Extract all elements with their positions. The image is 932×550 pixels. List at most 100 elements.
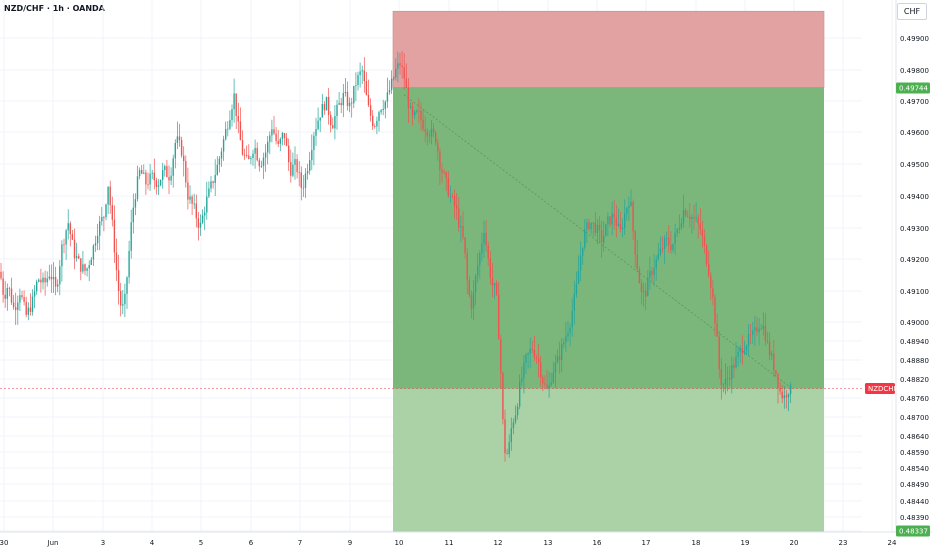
candle-body [27, 307, 29, 315]
candle-body [458, 208, 460, 228]
candle-body [403, 67, 405, 79]
candle-body [575, 283, 578, 295]
candle-body [579, 255, 582, 271]
candle-body [298, 172, 300, 173]
candle-body [718, 336, 720, 370]
candle-body [330, 115, 332, 126]
candle-body [300, 172, 302, 188]
candle-body [348, 102, 351, 107]
candle-body [376, 120, 378, 127]
candle-body [594, 222, 596, 233]
candle-body [456, 205, 458, 209]
x-tick-label: 13 [544, 539, 553, 547]
y-tick-label: 0.48640 [900, 433, 929, 441]
candle-body [502, 373, 504, 420]
candle-body [52, 277, 55, 280]
candle-body [701, 229, 704, 237]
candle-body [661, 248, 664, 250]
candle-body [506, 453, 508, 454]
lower-zone [393, 388, 824, 532]
candle-body [678, 227, 680, 230]
x-tick-label: 9 [348, 539, 352, 547]
candle-body [36, 281, 38, 292]
candle-body [485, 232, 487, 246]
candle-body [378, 112, 380, 121]
candle-body [731, 365, 733, 380]
candle-body [645, 290, 647, 297]
candle-body [214, 174, 216, 183]
candle-body [313, 135, 315, 151]
candle-body [141, 170, 143, 174]
candle-body [777, 373, 779, 389]
candle-body [319, 117, 321, 121]
candles [0, 50, 792, 462]
candle-body [510, 428, 512, 443]
candle-body [420, 110, 422, 120]
candle-body [693, 217, 695, 219]
candle-body [724, 378, 727, 385]
entry-price-label: 0.48337 [899, 528, 928, 536]
candle-body [426, 131, 428, 136]
candle-body [264, 152, 267, 158]
candle-body [603, 236, 605, 243]
candle-body [340, 102, 342, 106]
x-tick-label: 3 [101, 539, 105, 547]
candle-body [193, 203, 195, 205]
candle-body [113, 219, 116, 253]
candle-body [105, 204, 107, 218]
candle-body [479, 253, 481, 266]
candle-body [29, 307, 32, 312]
candle-body [54, 277, 57, 287]
candle-body [208, 188, 210, 197]
candle-body [233, 93, 235, 110]
candle-body [227, 128, 229, 130]
candle-body [699, 223, 701, 230]
candle-body [573, 294, 575, 311]
candle-body [447, 177, 449, 197]
candle-body [531, 348, 533, 350]
candle-body [462, 226, 464, 238]
candle-body [670, 244, 672, 251]
y-tick-label: 0.48540 [900, 465, 929, 473]
candle-body [439, 151, 441, 170]
candle-body [722, 384, 725, 386]
currency-button[interactable]: CHF [897, 3, 927, 20]
y-tick-label: 0.48760 [900, 395, 929, 403]
candle-body [739, 348, 741, 352]
candle-body [409, 106, 412, 108]
candle-body [556, 356, 559, 363]
y-tick-label: 0.48440 [900, 498, 929, 506]
candle-body [649, 270, 651, 278]
candle-body [269, 135, 271, 142]
candle-body [6, 287, 8, 299]
candle-body [33, 291, 36, 297]
candle-body [397, 63, 399, 69]
stop-loss-zone [392, 10, 825, 88]
candle-body [783, 395, 785, 399]
candle-body [61, 244, 63, 267]
candle-body [684, 210, 687, 216]
candle-body [369, 105, 372, 116]
candle-body [533, 349, 536, 358]
candle-body [201, 215, 204, 223]
candle-body [590, 222, 592, 230]
candle-body [636, 254, 638, 270]
candle-body [621, 227, 624, 230]
x-tick-label: 11 [445, 539, 454, 547]
candle-body [384, 101, 386, 109]
candle-body [764, 325, 767, 342]
candle-body [460, 226, 462, 228]
candle-body [756, 327, 758, 333]
y-tick-label: 0.48880 [900, 357, 929, 365]
candle-body [285, 137, 288, 146]
candle-body [304, 173, 307, 188]
y-tick-label: 0.49800 [900, 67, 929, 75]
y-tick-label: 0.48490 [900, 481, 929, 489]
candle-body [281, 132, 284, 139]
candle-body [432, 128, 435, 133]
candle-body [617, 223, 620, 226]
candle-body [90, 259, 92, 266]
candle-body [624, 213, 626, 228]
candle-body [521, 378, 523, 382]
